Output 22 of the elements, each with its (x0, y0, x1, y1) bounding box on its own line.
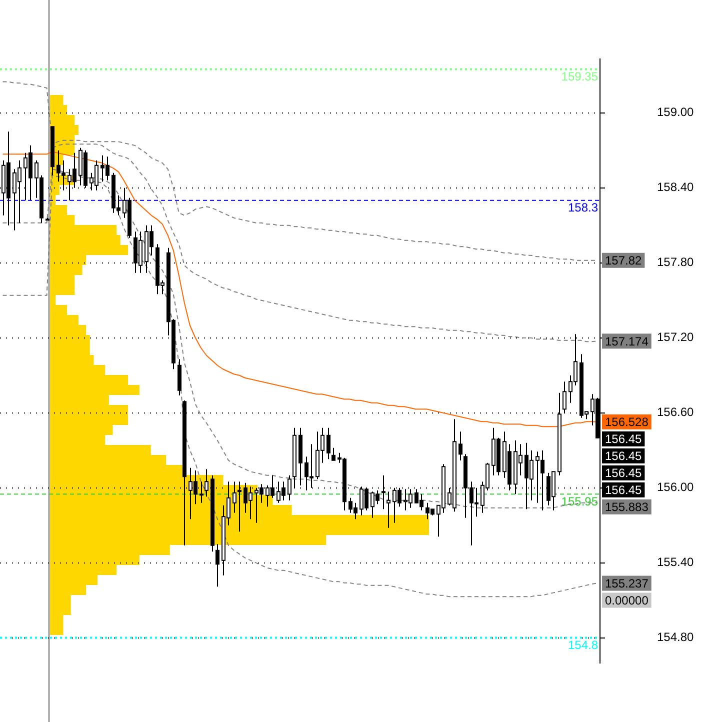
data-label: 156.528 (605, 415, 649, 430)
data-label: 157.174 (605, 334, 649, 348)
data-label: 155.883 (605, 500, 649, 514)
data-label: 155.237 (605, 576, 649, 591)
y-tick-label: 156.00 (657, 480, 694, 494)
y-tick-label: 157.20 (657, 330, 694, 344)
ref-line-label: 159.35 (561, 70, 598, 84)
ref-line-label: 158.3 (568, 200, 598, 215)
ref-line-label: 154.8 (568, 638, 598, 652)
y-tick-label: 158.40 (657, 180, 694, 194)
y-tick-label: 157.80 (657, 255, 694, 270)
data-label: 157.82 (605, 254, 642, 268)
y-tick-label: 155.40 (657, 555, 694, 570)
text: 0.00000 (605, 594, 649, 608)
y-tick-label: 154.80 (657, 630, 694, 644)
ref-line-label: 155.95 (561, 494, 598, 508)
y-tick-label: 159.00 (657, 105, 694, 120)
text: 156.45 (605, 466, 642, 480)
text: 156.45 (605, 432, 642, 446)
text: 156.45 (605, 449, 642, 464)
text: 156.45 (605, 483, 642, 498)
y-tick-label: 156.60 (657, 405, 694, 420)
